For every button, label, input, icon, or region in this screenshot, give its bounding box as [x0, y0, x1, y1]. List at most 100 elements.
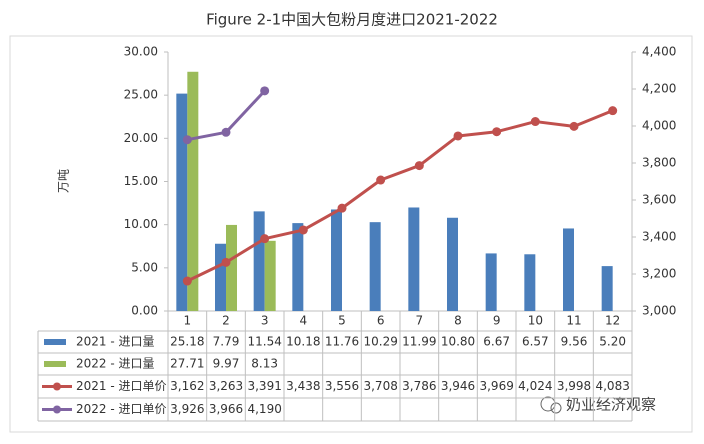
point: [260, 234, 270, 244]
table-value: 11.99: [402, 335, 436, 349]
y-tick-label: 15.00: [124, 174, 158, 188]
table-value: 3,708: [363, 379, 397, 393]
y-tick-label: 20.00: [124, 131, 158, 145]
bar: [408, 207, 420, 311]
legend-label: 2022 - 进口单价: [76, 402, 167, 416]
chart-border: [9, 35, 693, 433]
point: [453, 131, 463, 141]
table-value: 3,998: [557, 379, 591, 393]
x-tick-label: 3: [261, 314, 269, 328]
point: [260, 86, 270, 96]
y2-tick-label: 4,000: [642, 119, 676, 133]
table-value: 3,391: [247, 379, 281, 393]
x-tick-label: 6: [377, 314, 385, 328]
point: [337, 203, 347, 213]
bar: [369, 222, 381, 311]
table-value: 3,926: [170, 402, 204, 416]
bar: [292, 223, 304, 311]
x-tick-label: 12: [605, 314, 620, 328]
y-tick-label: 5.00: [131, 260, 158, 274]
y-tick-label: 30.00: [124, 45, 158, 59]
bar: [253, 211, 265, 311]
table-value: 7.79: [213, 335, 240, 349]
table-value: 3,162: [170, 379, 204, 393]
bar: [264, 240, 276, 311]
table-value: 3,966: [209, 402, 243, 416]
y2-tick-label: 3,400: [642, 230, 676, 244]
point: [530, 117, 540, 127]
table-value: 11.76: [325, 335, 359, 349]
bar: [176, 93, 188, 311]
point: [221, 257, 231, 267]
y2-tick-label: 3,000: [642, 304, 676, 318]
legend-label: 2021 - 进口单价: [76, 379, 167, 393]
point: [376, 175, 386, 185]
table-value: 10.18: [286, 335, 320, 349]
table-value: 10.80: [441, 335, 475, 349]
watermark-icon: [540, 396, 562, 414]
point: [492, 127, 502, 137]
table-value: 9.56: [561, 335, 588, 349]
x-tick-label: 11: [566, 314, 581, 328]
watermark: 奶业经济观察: [566, 396, 656, 414]
y-tick-label: 25.00: [124, 88, 158, 102]
legend-label: 2021 - 进口量: [76, 335, 155, 349]
bar: [226, 224, 237, 311]
point: [182, 135, 192, 145]
y2-tick-label: 3,200: [642, 267, 676, 281]
point: [298, 225, 308, 235]
bar: [601, 266, 613, 311]
x-tick-label: 2: [222, 314, 230, 328]
table-value: 3,556: [325, 379, 359, 393]
table-value: 6.57: [522, 335, 549, 349]
point: [221, 127, 231, 137]
bar: [215, 243, 226, 311]
bar: [524, 254, 536, 311]
x-tick-label: 4: [300, 314, 308, 328]
legend-swatch: [44, 361, 66, 367]
bar: [485, 253, 497, 311]
bar: [447, 217, 458, 311]
legend-marker: [53, 405, 61, 414]
table-value: 10.29: [363, 335, 397, 349]
y-tick-label: 10.00: [124, 217, 158, 231]
x-tick-label: 8: [454, 314, 462, 328]
table-value: 4,024: [518, 379, 552, 393]
table-value: 5.20: [599, 335, 626, 349]
bar: [187, 71, 199, 312]
chart-title: Figure 2-1中国大包粉月度进口2021-2022: [206, 11, 498, 29]
legend-swatch: [44, 339, 66, 345]
table-value: 6.67: [483, 335, 510, 349]
y2-tick-label: 4,400: [642, 45, 676, 59]
table-value: 3,263: [209, 379, 243, 393]
table-value: 3,946: [441, 379, 475, 393]
legend-marker: [53, 382, 61, 391]
table-value: 25.18: [170, 335, 204, 349]
table-value: 27.71: [170, 357, 204, 371]
table-value: 3,786: [402, 379, 436, 393]
legend-label: 2022 - 进口量: [76, 357, 155, 371]
y2-tick-label: 3,600: [642, 193, 676, 207]
x-tick-label: 10: [528, 314, 543, 328]
point: [414, 161, 424, 171]
y2-tick-label: 3,800: [642, 156, 676, 170]
y-tick-label: 0.00: [131, 304, 158, 318]
line: [186, 109, 614, 283]
point: [182, 276, 192, 286]
table-value: 11.54: [247, 335, 281, 349]
x-tick-label: 7: [416, 314, 424, 328]
table-value: 4,190: [247, 402, 281, 416]
y2-tick-label: 4,200: [642, 82, 676, 96]
y-axis-label: 万吨: [57, 169, 71, 193]
bar: [563, 228, 574, 311]
table-value: 3,438: [286, 379, 320, 393]
table-value: 4,083: [595, 379, 629, 393]
bar: [331, 209, 342, 311]
x-tick-label: 9: [493, 314, 501, 328]
point: [569, 121, 579, 131]
table-value: 8.13: [251, 357, 278, 371]
table-value: 9.97: [213, 357, 240, 371]
table-value: 3,969: [479, 379, 513, 393]
x-tick-label: 1: [184, 314, 192, 328]
